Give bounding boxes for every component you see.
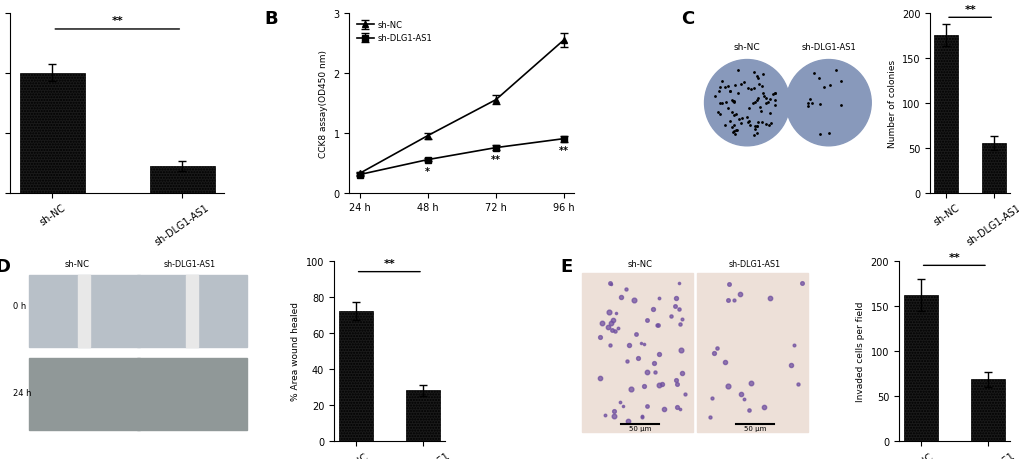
Text: **: ** [383,258,394,269]
Bar [20,73,85,193]
Text: B: B [264,10,277,28]
Bar [981,144,1005,193]
Bar [933,36,957,193]
Bar [137,358,247,430]
Text: sh-DLG1-AS1: sh-DLG1-AS1 [164,260,216,269]
Bar [150,167,214,193]
Text: sh-DLG1-AS1: sh-DLG1-AS1 [801,43,855,51]
Legend: sh-NC, sh-DLG1-AS1: sh-NC, sh-DLG1-AS1 [354,18,435,47]
Text: 50 μm: 50 μm [743,425,765,431]
Bar [30,358,140,430]
Text: sh-NC: sh-NC [65,260,90,269]
Text: 0 h: 0 h [12,302,25,311]
Bar [406,391,439,441]
Text: C: C [681,10,694,28]
Circle shape [786,61,870,146]
Y-axis label: Number of colonies: Number of colonies [887,60,896,147]
Text: 50 μm: 50 μm [628,425,650,431]
Y-axis label: CCK8 assay(OD450 nm): CCK8 assay(OD450 nm) [319,50,327,157]
Bar [78,276,91,347]
Y-axis label: Invaded cells per field: Invaded cells per field [855,301,864,401]
Y-axis label: % Area wound healed: % Area wound healed [290,302,300,400]
Bar [186,276,198,347]
Bar [970,380,1004,441]
Text: **: ** [111,17,123,26]
Bar [697,274,807,431]
Text: 24 h: 24 h [12,388,31,397]
Text: sh-NC: sh-NC [733,43,759,51]
Text: **: ** [558,146,569,155]
Text: sh-NC: sh-NC [627,260,652,269]
Bar [30,276,140,347]
Text: **: ** [963,5,975,15]
Text: D: D [0,257,11,276]
Text: **: ** [948,252,959,262]
Bar [137,276,247,347]
Circle shape [704,61,789,146]
Text: sh-DLG1-AS1: sh-DLG1-AS1 [728,260,781,269]
Text: **: ** [490,154,500,164]
Bar [338,312,372,441]
Bar [903,295,936,441]
Bar [582,274,692,431]
Text: *: * [425,166,430,176]
Text: E: E [560,257,573,276]
